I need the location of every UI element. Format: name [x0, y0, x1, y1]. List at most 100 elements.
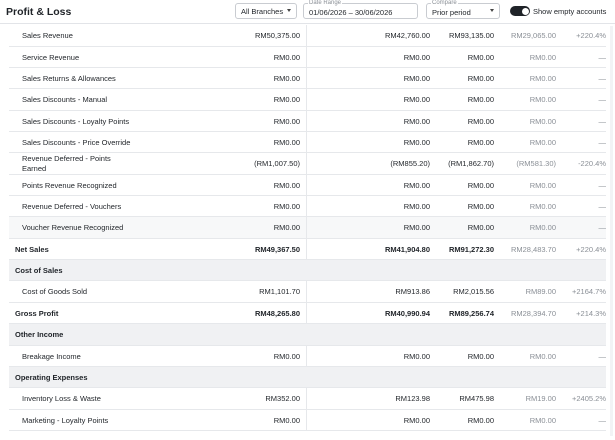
change-percent: —	[598, 95, 607, 104]
table-row: Revenue Deferred - Points Earned (RM1,00…	[9, 153, 606, 175]
compare-value: RM0.00	[529, 137, 556, 147]
total-value: RM91,272.30	[448, 244, 494, 254]
prior-value: RM0.00	[403, 201, 430, 211]
current-value: RM0.00	[273, 223, 300, 232]
current-value: RM0.00	[273, 73, 300, 83]
table-row: Sales Discounts - Loyalty Points RM0.00 …	[9, 111, 606, 132]
table-row: Voucher Revenue Recognized RM0.00 RM0.00…	[9, 217, 606, 239]
prior-value: RM0.00	[403, 415, 430, 425]
table-row: Cost of Goods Sold RM1,101.70 RM913.86 R…	[9, 281, 606, 303]
current-value: RM0.00	[273, 415, 300, 425]
total-value: RM0.00	[467, 415, 494, 425]
compare-value: RM28,483.70	[510, 244, 556, 254]
prior-value: RM0.00	[403, 137, 430, 147]
account-label: Revenue Deferred - Vouchers	[22, 201, 122, 211]
current-value: RM50,375.00	[254, 31, 300, 40]
account-label: Inventory Loss & Waste	[22, 394, 101, 403]
compare-value: RM0.00	[529, 52, 556, 62]
compare-value: RM0.00	[529, 351, 556, 361]
total-value: RM93,135.00	[448, 31, 494, 40]
account-label: Sales Discounts - Manual	[22, 95, 108, 104]
change-percent: +2405.2%	[572, 394, 606, 403]
prior-value: RM0.00	[403, 351, 430, 361]
compare-value: RM0.00	[529, 180, 556, 190]
toggle-knob	[521, 7, 529, 15]
total-value: RM475.98	[459, 394, 494, 403]
branch-select[interactable]: All Branches	[235, 3, 297, 19]
compare-value: RM0.00	[529, 415, 556, 425]
current-value: (RM1,007.50)	[254, 159, 300, 168]
compare-select-value: Prior period	[432, 8, 471, 17]
compare-value: RM0.00	[529, 95, 556, 104]
show-empty-accounts-toggle[interactable]	[510, 6, 530, 16]
change-percent: —	[598, 116, 607, 126]
compare-value: RM28,394.70	[510, 308, 556, 318]
table-row: Points Revenue Recognized RM0.00 RM0.00 …	[9, 175, 606, 196]
current-value: RM1,101.70	[259, 287, 300, 296]
subtotal-label: Net Sales	[15, 244, 49, 254]
date-range-value: 01/06/2026 – 30/06/2026	[309, 8, 393, 17]
change-percent: —	[598, 223, 607, 232]
prior-value: RM0.00	[403, 116, 430, 126]
vertical-scrollbar[interactable]	[610, 26, 613, 436]
change-percent: —	[598, 180, 607, 190]
prior-value: RM41,904.80	[384, 244, 430, 254]
change-percent: +214.3%	[576, 308, 606, 318]
current-value: RM0.00	[273, 351, 300, 361]
section-label: Operating Expenses	[15, 372, 88, 382]
profit-loss-table: Sales Revenue RM50,375.00 RM42,760.00 RM…	[9, 25, 606, 431]
account-label: Marketing - Loyalty Points	[22, 415, 109, 425]
compare-value: RM89.00	[525, 287, 556, 296]
change-percent: —	[598, 137, 607, 147]
prior-value: RM0.00	[403, 95, 430, 104]
total-value: RM0.00	[467, 95, 494, 104]
current-value: RM352.00	[265, 394, 300, 403]
chevron-down-icon	[490, 9, 494, 12]
total-value: RM0.00	[467, 223, 494, 232]
compare-value: RM0.00	[529, 116, 556, 126]
chevron-down-icon	[287, 9, 291, 12]
table-row: Sales Revenue RM50,375.00 RM42,760.00 RM…	[9, 25, 606, 47]
change-percent: +220.4%	[576, 31, 606, 40]
account-label: Voucher Revenue Recognized	[22, 223, 124, 232]
prior-value: RM123.98	[395, 394, 430, 403]
table-row: Sales Returns & Allowances RM0.00 RM0.00…	[9, 68, 606, 89]
table-row: Gross Profit RM48,265.80 RM40,990.94 RM8…	[9, 303, 606, 324]
change-percent: —	[598, 351, 607, 361]
change-percent: —	[598, 415, 607, 425]
date-range-input[interactable]: Date Range 01/06/2026 – 30/06/2026	[303, 0, 418, 19]
account-label: Sales Discounts - Loyalty Points	[22, 116, 130, 126]
compare-value: RM29,065.00	[510, 31, 556, 40]
prior-value: RM0.00	[403, 52, 430, 62]
table-row: Sales Discounts - Manual RM0.00 RM0.00 R…	[9, 89, 606, 111]
total-value: RM2,015.56	[453, 287, 494, 296]
compare-value: RM0.00	[529, 201, 556, 211]
change-percent: —	[598, 73, 607, 83]
compare-value: RM19.00	[525, 394, 556, 403]
compare-select[interactable]: Compare Prior period	[426, 0, 500, 19]
total-value: RM0.00	[467, 180, 494, 190]
prior-value: RM0.00	[403, 73, 430, 83]
total-value: RM0.00	[467, 52, 494, 62]
total-value: RM0.00	[467, 201, 494, 211]
account-label: Sales Discounts - Price Override	[22, 137, 131, 147]
total-value: RM89,256.74	[448, 308, 494, 318]
change-percent: +2164.7%	[572, 287, 606, 296]
table-row: Service Revenue RM0.00 RM0.00 RM0.00 RM0…	[9, 47, 606, 68]
current-value: RM0.00	[273, 180, 300, 190]
account-label: Cost of Goods Sold	[22, 287, 88, 296]
branch-select-value: All Branches	[241, 7, 284, 16]
change-percent: +220.4%	[576, 244, 606, 254]
change-percent: -220.4%	[578, 159, 606, 168]
account-label: Sales Returns & Allowances	[22, 73, 116, 83]
change-percent: —	[598, 52, 607, 62]
compare-value: RM0.00	[529, 73, 556, 83]
change-percent: —	[598, 201, 607, 211]
account-label: Breakage Income	[22, 351, 81, 361]
account-label: Sales Revenue	[22, 31, 73, 40]
page-title: Profit & Loss	[6, 6, 72, 18]
prior-value: (RM855.20)	[390, 159, 430, 168]
prior-value: RM0.00	[403, 223, 430, 232]
compare-label: Compare	[431, 0, 458, 6]
table-row: Inventory Loss & Waste RM352.00 RM123.98…	[9, 388, 606, 410]
